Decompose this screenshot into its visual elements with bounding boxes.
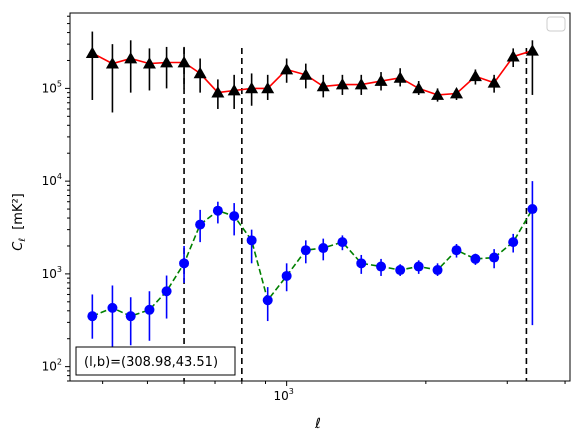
series-1-point-2 [125,311,136,322]
axes-layer: 102 103 104 105 103 [42,12,571,403]
series-1-point-13 [318,243,329,254]
vlines [183,48,528,381]
series-0-line [91,49,533,96]
series-0-point-1 [105,57,119,69]
series-1-point-14 [337,237,348,248]
series-1-point-21 [470,253,481,264]
series-0-point-21 [468,69,482,82]
series-1-point-7 [212,205,223,216]
series-1-point-11 [281,270,292,281]
series-0-point-16 [374,74,388,86]
series-1-point-10 [262,295,273,306]
series-0-points [85,31,539,113]
y-tick-label: 102 [42,358,62,374]
series-0-point-6 [193,66,207,79]
annotation-text: (l,b)=(308.98,43.51) [84,355,218,370]
y-axis-label-unit: [mK²] [11,193,26,230]
y-tick-label: 103 [42,265,62,281]
series-0-point-8 [227,83,241,96]
series-1-point-4 [161,286,172,297]
series-1-point-8 [229,211,240,222]
series-1-point-18 [413,261,424,272]
series-0-point-24 [525,44,539,56]
x-tick-label: 103 [273,387,293,403]
series-0-point-11 [280,62,294,75]
y-axis-label-sub: ℓ [18,238,28,243]
svg-text:Cℓ [mK²]: Cℓ [mK²] [11,193,28,250]
y-tick-label: 104 [42,172,62,188]
series-1-points [87,181,538,360]
series-0-point-17 [393,71,407,83]
series-0-point-15 [354,78,368,90]
series-0-point-4 [160,56,174,68]
y-tick-label: 105 [42,79,62,95]
series-1-point-17 [395,265,406,276]
series-1-point-1 [107,302,118,313]
series-1-point-24 [527,204,538,215]
series-0-point-22 [487,76,501,88]
series-0-point-18 [412,81,426,94]
series-1-point-0 [87,311,98,322]
series-1-point-23 [508,237,519,248]
series-1-point-22 [489,252,500,263]
series-1-point-6 [195,219,206,230]
series-0-point-9 [245,81,259,94]
series-1-point-12 [300,245,311,256]
y-axis-label: Cℓ [mK²] [11,193,28,250]
series-1-line [91,208,534,318]
series-1-point-9 [246,235,257,246]
series-0-point-5 [177,56,191,68]
series-0-point-23 [506,50,520,62]
series-0-point-0 [85,46,99,59]
series-0-point-10 [261,81,275,94]
plot-frame [69,12,571,382]
series-1-point-19 [432,265,443,276]
series-0-point-20 [450,87,464,99]
series-layer [85,31,539,381]
series-1-point-3 [144,304,155,315]
series-0-point-7 [211,86,225,98]
series-1-point-16 [376,261,387,272]
y-axis-label-main: C [11,241,26,251]
series-0-point-2 [124,52,138,64]
series-0-point-19 [431,88,445,100]
series-1-point-5 [179,258,190,269]
legend-box [546,16,566,32]
series-0-point-14 [335,78,349,90]
x-axis-label: ℓ [314,416,321,432]
series-1-point-15 [356,258,367,269]
series-0-point-3 [142,57,156,69]
annotation-box: (l,b)=(308.98,43.51) [75,346,236,376]
series-1-point-20 [451,245,462,256]
series-0-point-12 [299,68,313,80]
series-0-point-13 [316,79,330,92]
